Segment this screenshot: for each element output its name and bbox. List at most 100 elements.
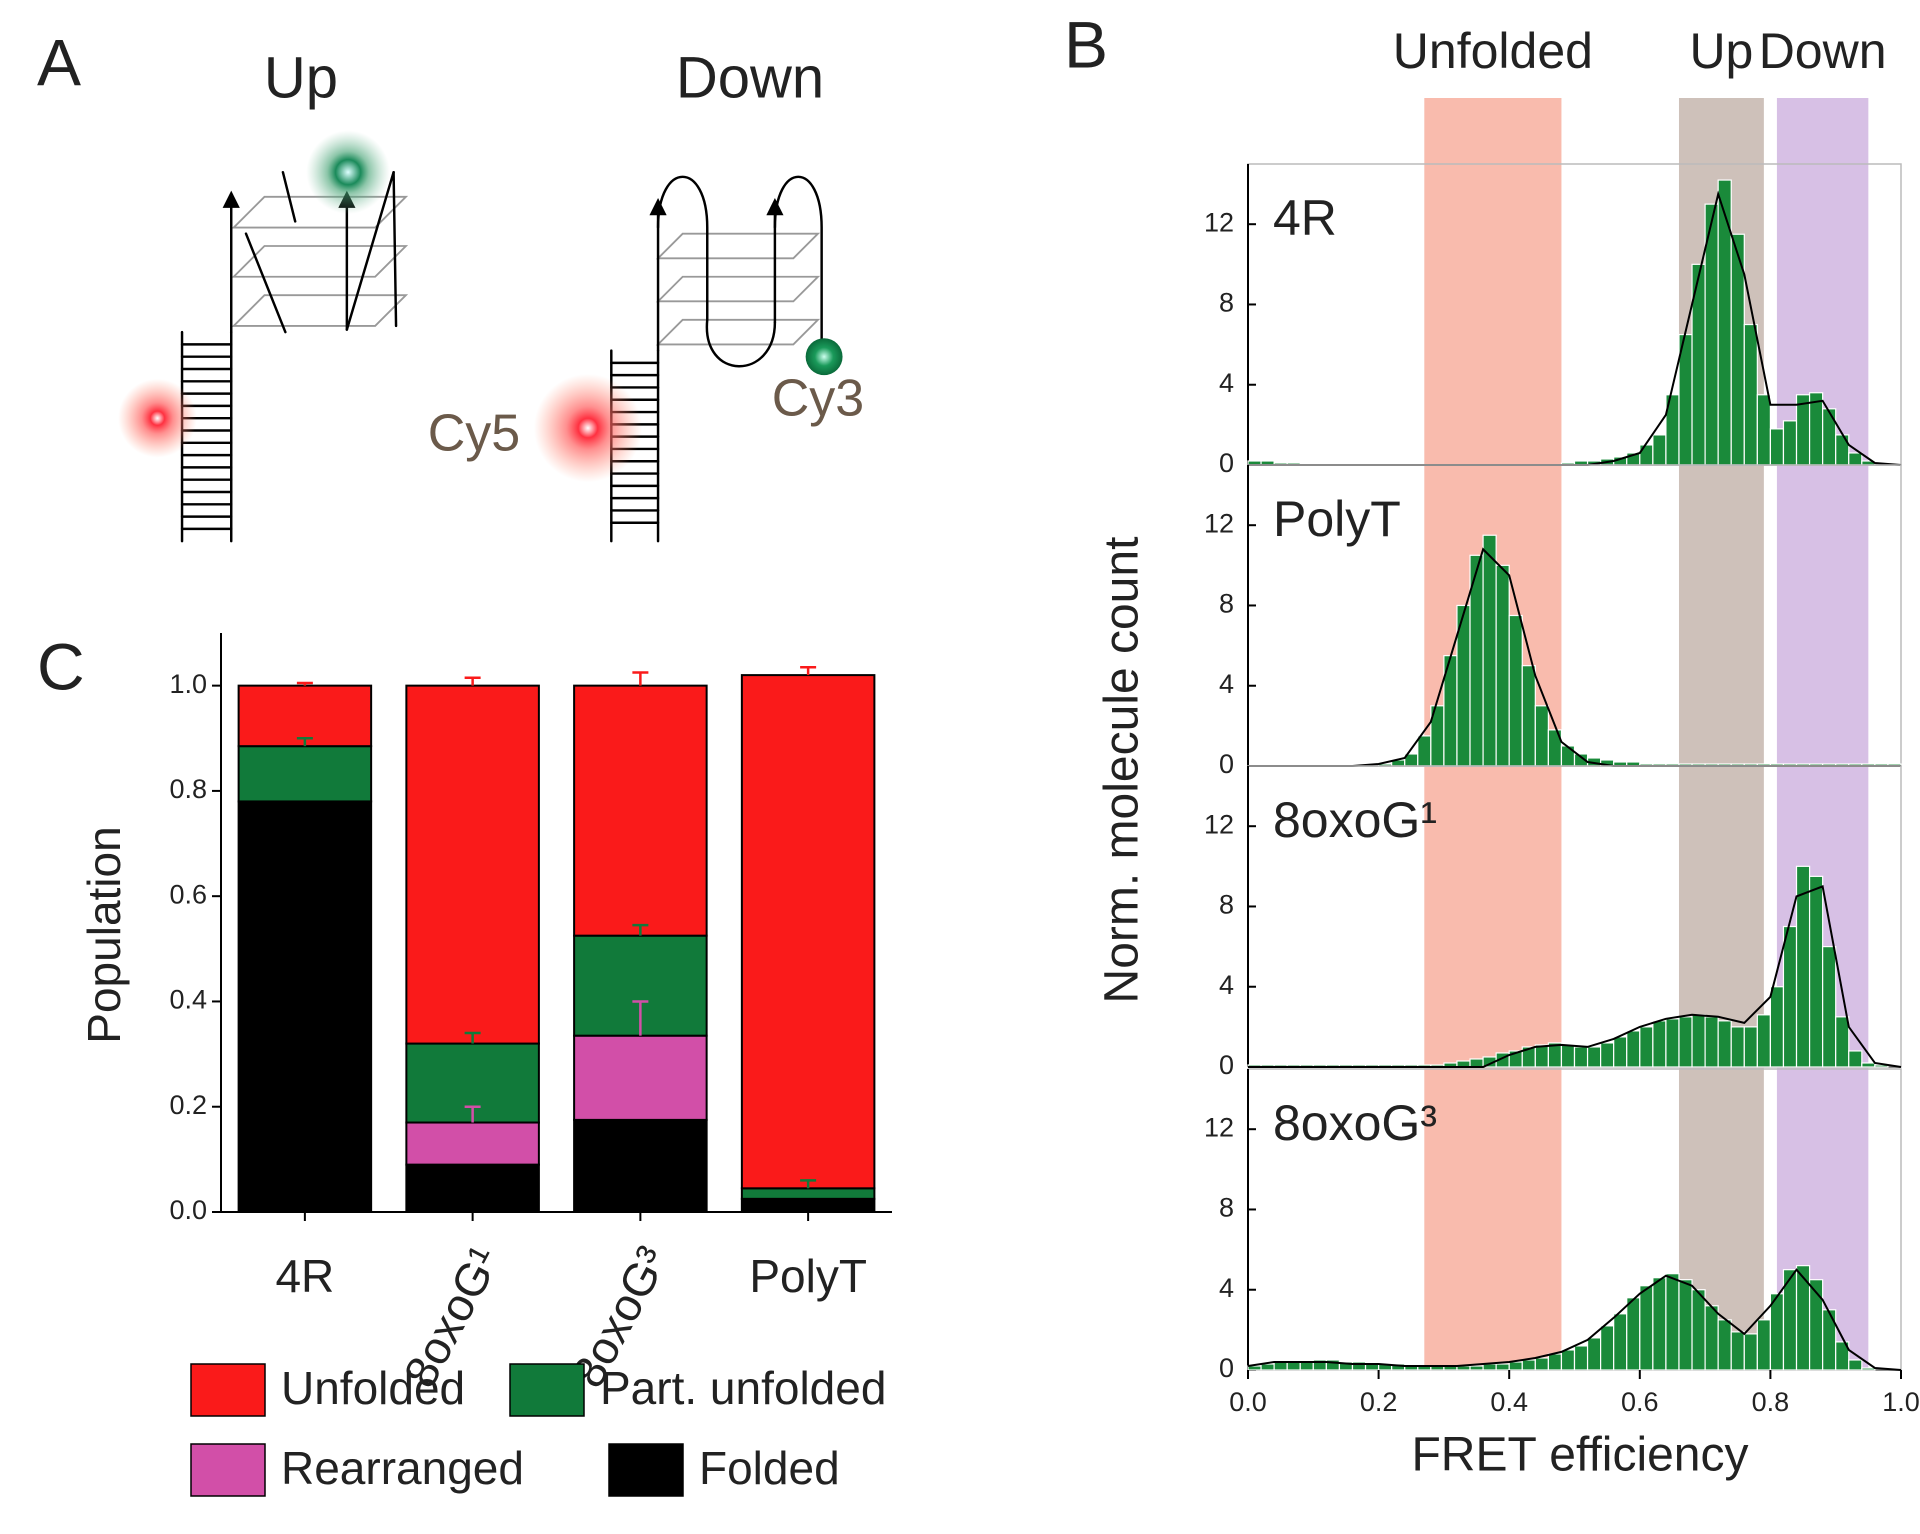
histogram-bar [1822,408,1837,466]
error-bar [632,1000,649,1036]
bar-segment [405,684,540,1045]
bar-segment [405,1121,540,1166]
error-bar [464,676,481,686]
histogram-bar [1835,434,1850,466]
histogram-bar [1573,1345,1589,1371]
histogram-bar [1286,1361,1301,1371]
x-axis-label: FRET efficiency [1411,1429,1748,1482]
histogram-bar [1495,1363,1510,1371]
error-bar [296,737,313,747]
histogram-bar [1730,1026,1745,1068]
histogram-bar [1613,1036,1628,1068]
histogram-bar [1822,1309,1837,1371]
histogram-bar [1508,614,1523,767]
x-tick-label: 0.6 [1621,1387,1659,1417]
x-tick-label: 0.2 [1360,1387,1398,1417]
error-bar [464,1105,481,1123]
histogram-bar [1743,323,1758,466]
histogram-bar [1508,1361,1523,1371]
histogram-bar [1560,1044,1576,1068]
legend-swatch [190,1443,266,1497]
fit-line [1248,885,1902,1068]
y-tick-label: 0 [1219,1353,1234,1383]
histogram-bar [1665,1273,1680,1371]
y-tick-label: 12 [1204,508,1234,538]
bar-segment [740,674,876,1190]
histogram-bar [1743,1026,1758,1068]
panel-label: A [37,25,81,99]
histogram-bar [1534,1044,1549,1068]
legend-label: Rearranged [281,1442,524,1494]
bar-segment [237,800,373,1213]
diagram-shapes [118,130,843,543]
histogram-bar [1717,179,1732,466]
histogram-bar [1769,986,1785,1068]
histogram-bar [1273,1361,1288,1371]
legend-label: Part. unfolded [600,1362,886,1414]
error-bar [296,681,313,686]
histogram-bar [1469,1058,1484,1068]
panel-series-label: PolyT [1273,491,1401,547]
histogram-bar [1600,1042,1615,1068]
diagram-label: Cy5 [428,405,520,463]
histogram-bar [1639,1026,1654,1068]
y-tick-label: 8 [1219,288,1234,318]
histogram-bar [1848,1359,1863,1371]
histogram-bar [1573,1046,1589,1068]
y-tick-label: 4 [1219,669,1234,699]
histogram-bar [1822,945,1837,1068]
y-tick-label: 0.6 [169,879,207,909]
histogram-bar [1808,392,1824,466]
histogram-bar [1534,1357,1549,1371]
x-tick-label: 0.0 [1229,1387,1267,1417]
y-tick-label: 0.0 [169,1195,207,1225]
histogram-bar [1560,745,1576,767]
histogram-bar [1769,1293,1785,1371]
histogram-bar [1678,1016,1693,1068]
panel-series-label: 4R [1273,190,1337,246]
histogram-bar [1652,1277,1667,1371]
bar-segment [573,684,708,937]
legend-label: Folded [699,1442,840,1494]
y-tick-label: 4 [1219,1273,1234,1303]
histogram-bar [1769,428,1785,466]
histogram-bar [1782,925,1798,1068]
histogram-bar [1665,1018,1680,1068]
histogram-bar [1691,1014,1706,1068]
histogram-bar [1808,875,1824,1068]
histogram-bar [1704,1016,1719,1068]
bar-segment [405,1163,540,1214]
y-tick-label: 0 [1219,1050,1234,1080]
bar-segment [740,1187,876,1200]
band-label: Unfolded [1393,23,1593,79]
histogram-bar [1534,705,1549,767]
error-bar [800,665,817,676]
histogram-bar [1560,1349,1576,1371]
histogram-bar [1848,452,1863,466]
histogram-bar [1482,534,1497,767]
histogram-bar [1756,394,1771,466]
histogram-bar [1521,665,1536,767]
y-tick-label: 0 [1219,749,1234,779]
bar-segment [573,1118,708,1213]
diagram-label: Down [676,45,824,110]
y-tick-label: 12 [1204,207,1234,237]
histogram-bar [1782,420,1798,466]
error-bar [800,1179,817,1189]
error-bar [632,923,649,936]
legend-swatch [509,1363,585,1417]
x-tick-label: PolyT [749,1250,867,1302]
y-tick-label: 0.2 [169,1090,207,1120]
y-tick-label: 1.0 [169,669,207,699]
x-tick-label: 0.4 [1490,1387,1528,1417]
histogram-bar [1626,1030,1641,1068]
histogram-bar [1730,1331,1745,1371]
y-tick-label: 8 [1219,1193,1234,1223]
error-bar [464,1031,481,1044]
y-axis-label: Norm. molecule count [1096,537,1149,1004]
histogram-bar [1717,1020,1732,1068]
diagram-label: Up [264,45,338,110]
histogram-bar [1835,1016,1850,1068]
histogram-bar [1652,1020,1667,1068]
